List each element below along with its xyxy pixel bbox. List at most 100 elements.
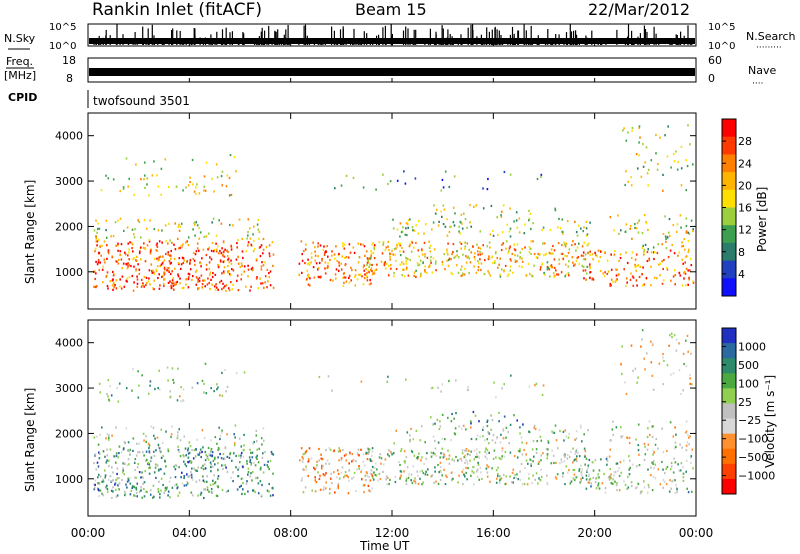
scatter-cell — [580, 426, 582, 429]
scatter-cell — [477, 266, 480, 269]
scatter-cell — [620, 426, 622, 429]
scatter-cell — [417, 220, 420, 223]
scatter-cell — [623, 127, 625, 130]
scatter-cell — [96, 285, 98, 288]
scatter-cell — [395, 429, 397, 432]
scatter-cell — [219, 259, 222, 262]
scatter-cell — [168, 480, 171, 483]
scatter-cell — [666, 449, 668, 453]
scatter-cell — [575, 458, 577, 461]
scatter-cell — [263, 439, 265, 442]
scatter-cell — [300, 447, 303, 450]
scatter-cell — [477, 246, 480, 249]
scatter-cell — [462, 272, 464, 275]
scatter-cell — [534, 384, 536, 387]
colorbar-tick-label: 100 — [738, 377, 759, 390]
scatter-cell — [544, 253, 547, 256]
scatter-cell — [130, 241, 133, 245]
scatter-cell — [157, 464, 159, 467]
scatter-cell — [157, 276, 159, 280]
scatter-cell — [494, 261, 496, 264]
scatter-cell — [576, 460, 578, 463]
scatter-cell — [651, 435, 654, 439]
scatter-cell — [230, 281, 232, 284]
scatter-cell — [414, 482, 417, 485]
scatter-cell — [201, 429, 204, 432]
scatter-cell — [149, 283, 151, 286]
scatter-cell — [538, 428, 541, 431]
colorbar-swatch — [722, 172, 736, 191]
scatter-cell — [214, 288, 217, 291]
scatter-cell — [574, 263, 576, 266]
scatter-cell — [306, 269, 309, 272]
scatter-cell — [153, 279, 155, 282]
scatter-cell — [612, 420, 614, 423]
scatter-cell — [209, 256, 211, 259]
scatter-cell — [222, 286, 225, 289]
scatter-cell — [675, 484, 677, 487]
scatter-cell — [501, 447, 504, 450]
scatter-cell — [615, 484, 618, 487]
scatter-cell — [584, 253, 587, 256]
scatter-cell — [469, 261, 472, 264]
scatter-cell — [472, 471, 475, 474]
scatter-cell — [623, 480, 625, 483]
scatter-cell — [383, 264, 386, 267]
scatter-cell — [256, 276, 258, 279]
noise-bar — [511, 26, 514, 45]
scatter-cell — [337, 450, 340, 453]
scatter-cell — [188, 475, 191, 478]
scatter-cell — [580, 480, 582, 483]
scatter-cell — [590, 485, 592, 488]
scatter-cell — [343, 454, 346, 457]
scatter-cell — [354, 274, 357, 277]
scatter-cell — [530, 240, 532, 243]
scatter-cell — [445, 474, 447, 477]
scatter-cell — [646, 448, 649, 451]
scatter-cell — [362, 460, 365, 463]
scatter-cell — [495, 396, 497, 399]
scatter-cell — [479, 253, 482, 256]
scatter-cell — [253, 247, 256, 251]
scatter-cell — [528, 385, 531, 388]
scatter-cell — [156, 265, 159, 268]
scatter-cell — [478, 420, 480, 423]
scatter-cell — [104, 476, 106, 479]
scatter-cell — [669, 479, 671, 482]
scatter-cell — [413, 229, 416, 232]
scatter-cell — [141, 496, 144, 499]
scatter-cell — [494, 252, 497, 255]
scatter-cell — [461, 452, 464, 455]
scatter-cell — [580, 254, 583, 257]
scatter-cell — [501, 231, 504, 234]
scatter-cell — [547, 441, 550, 444]
scatter-cell — [609, 216, 612, 219]
scatter-cell — [185, 283, 187, 286]
scatter-cell — [187, 475, 190, 478]
scatter-cell — [371, 487, 373, 490]
scatter-cell — [420, 274, 422, 277]
scatter-cell — [474, 252, 476, 255]
scatter-cell — [214, 456, 216, 459]
scatter-cell — [141, 374, 143, 377]
scatter-cell — [305, 465, 307, 468]
scatter-cell — [100, 254, 102, 257]
scatter-cell — [175, 281, 177, 284]
colorbar-tick-label: 1000 — [738, 340, 766, 353]
scatter-cell — [555, 477, 558, 480]
scatter-cell — [648, 486, 650, 489]
scatter-cell — [421, 456, 423, 459]
freq-tick-bottom: 8 — [66, 72, 73, 85]
scatter-cell — [674, 461, 677, 464]
scatter-cell — [431, 228, 433, 231]
scatter-cell — [266, 286, 268, 289]
scatter-cell — [689, 382, 691, 385]
scatter-cell — [540, 468, 542, 471]
scatter-cell — [473, 458, 475, 461]
scatter-cell — [444, 268, 446, 271]
scatter-cell — [370, 269, 372, 272]
x-tick-label: 04:00 — [172, 526, 207, 540]
scatter-cell — [641, 329, 644, 332]
scatter-cell — [271, 487, 274, 490]
scatter-cell — [606, 272, 609, 276]
